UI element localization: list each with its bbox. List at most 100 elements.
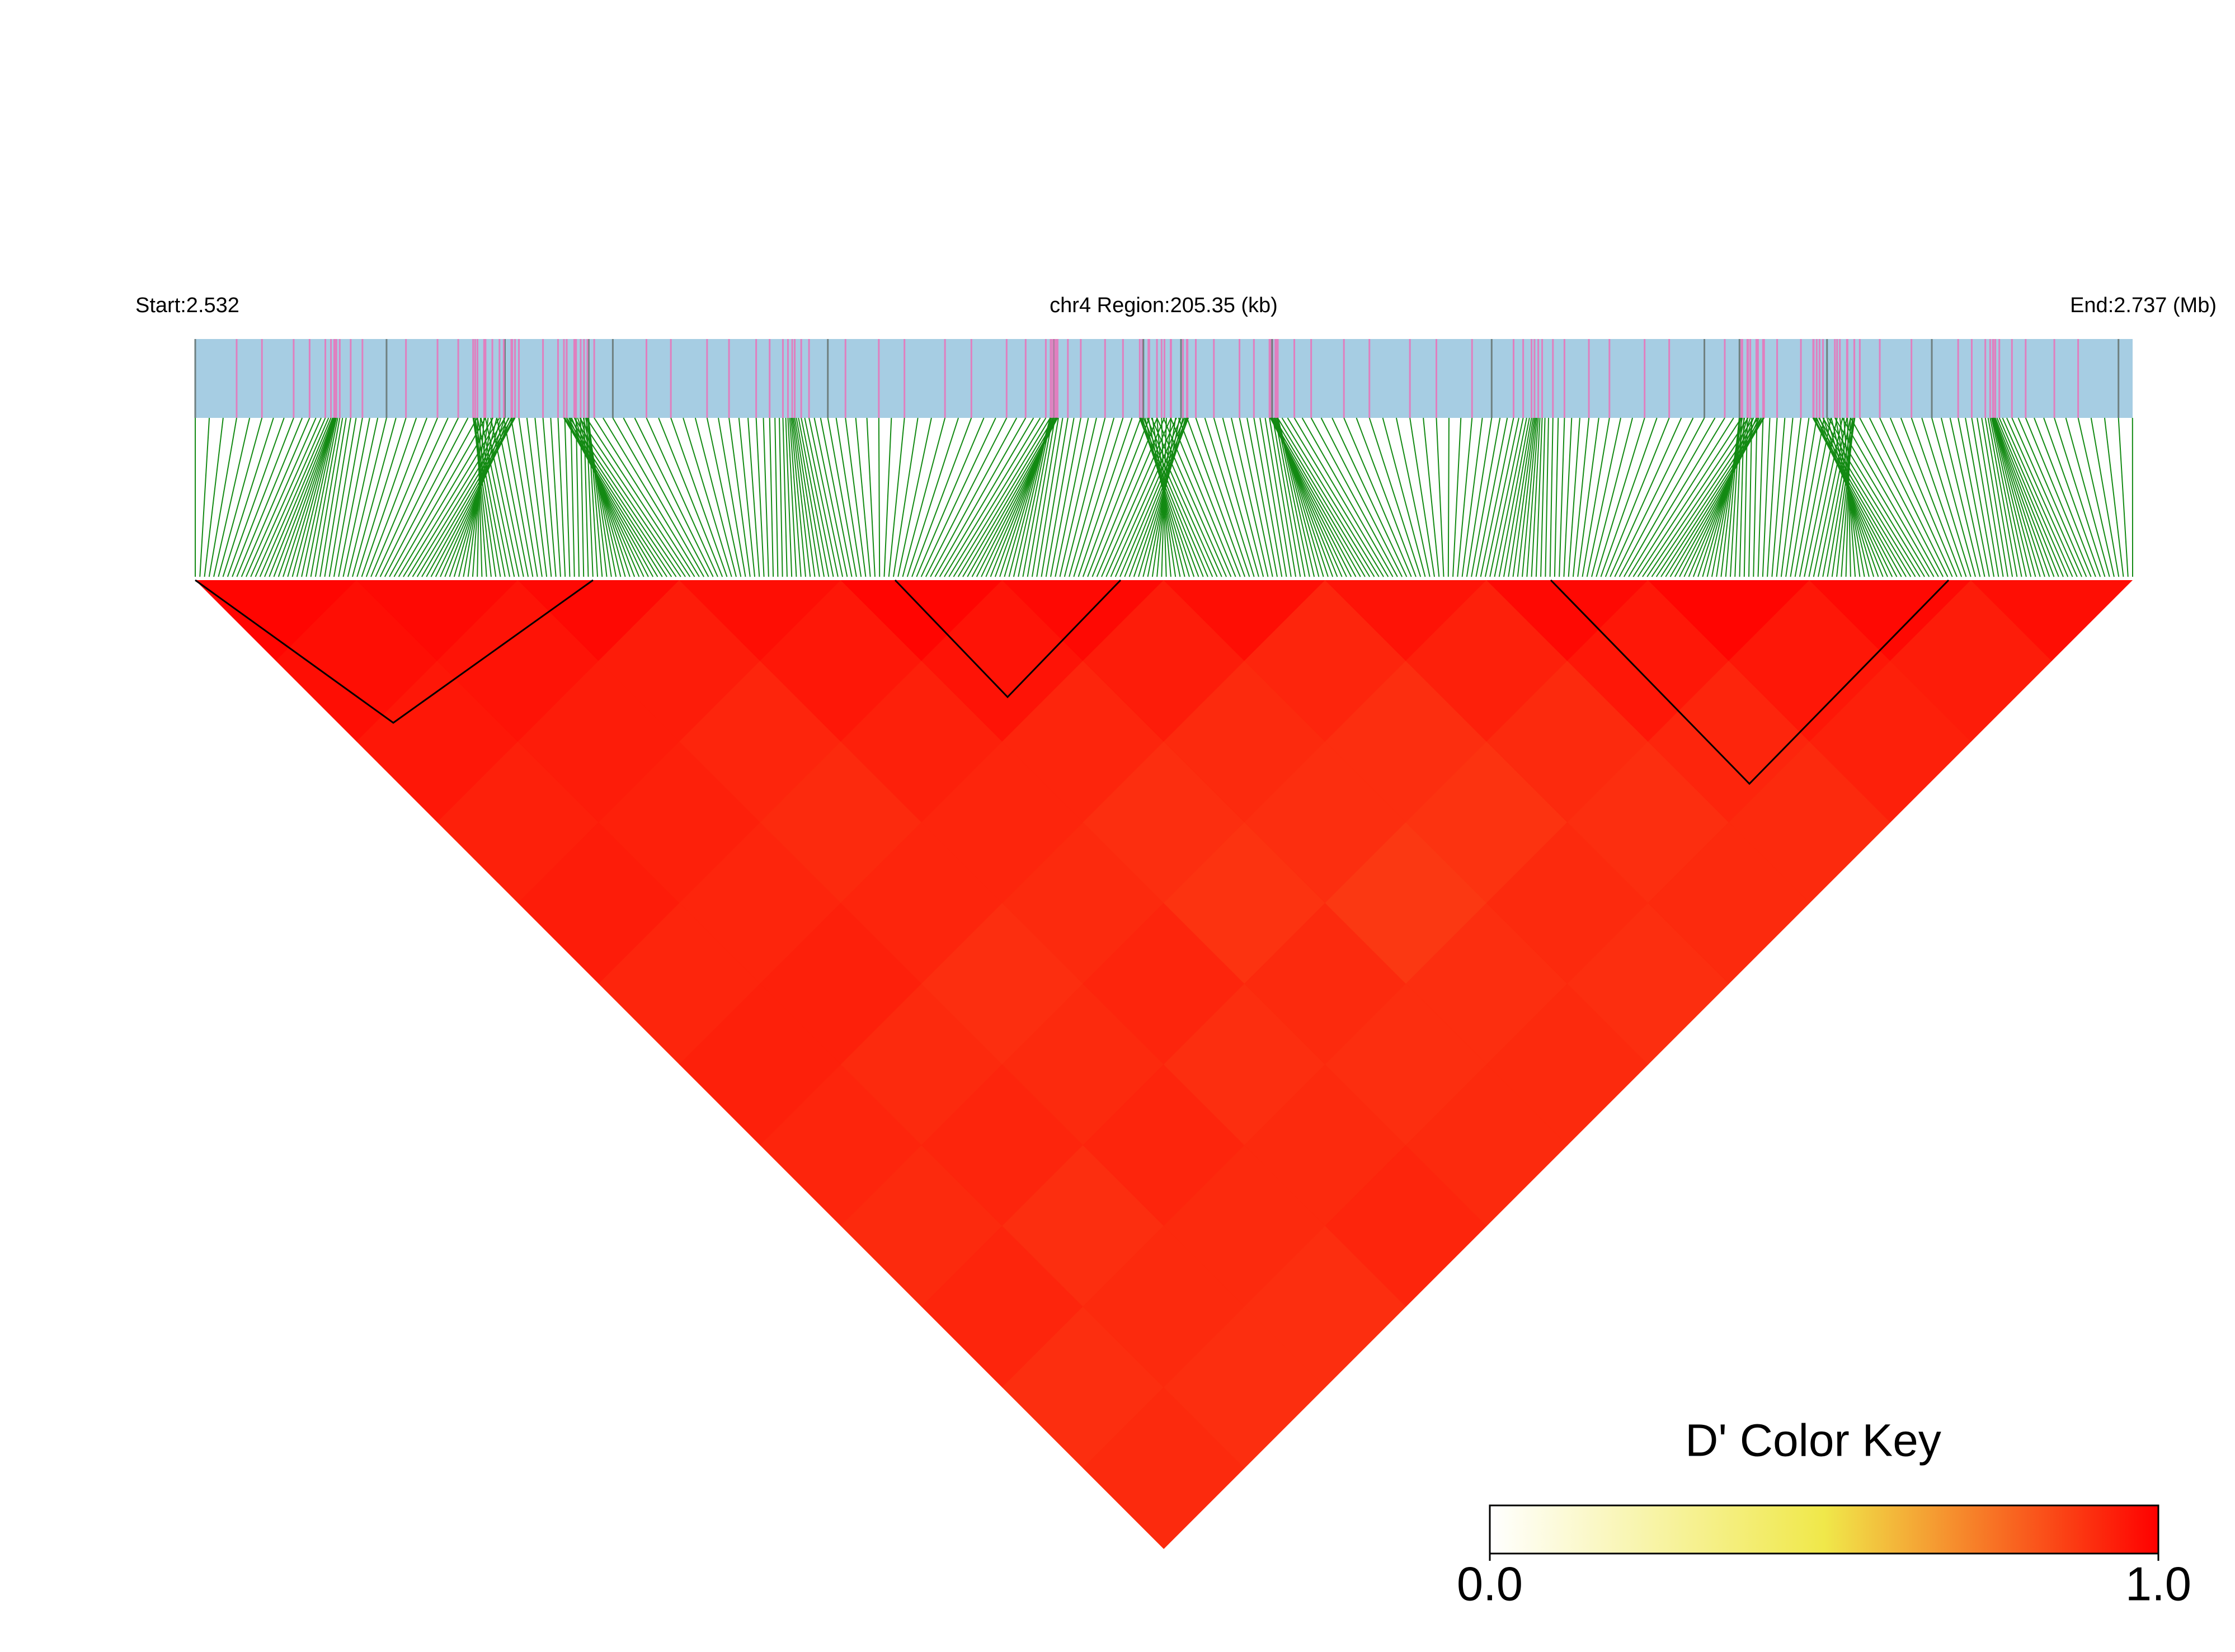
connector — [1767, 417, 1778, 577]
connector — [361, 417, 417, 577]
connector — [1535, 417, 1543, 577]
connector — [1147, 417, 1181, 577]
connector — [1753, 417, 1758, 577]
connector — [1813, 417, 1848, 577]
connector — [477, 417, 510, 577]
connector — [585, 417, 617, 577]
connector — [2011, 417, 2083, 577]
connector — [1879, 417, 1953, 577]
connector — [283, 417, 335, 577]
connector — [1725, 417, 1740, 577]
connector — [1142, 417, 1213, 577]
connector — [1480, 417, 1514, 577]
connector — [2043, 417, 2101, 577]
connector — [1213, 417, 1259, 577]
connector — [1697, 417, 1751, 577]
connector — [1549, 417, 1554, 577]
connector — [790, 417, 806, 577]
connector — [1320, 417, 1403, 577]
connector — [1512, 417, 1535, 577]
connector — [1780, 417, 1802, 577]
connector — [779, 417, 783, 577]
connector — [1577, 417, 1599, 577]
connector — [845, 417, 867, 577]
connector — [232, 417, 294, 577]
connector — [1771, 417, 1786, 577]
connector — [384, 417, 469, 577]
connector — [683, 417, 732, 577]
connector — [586, 417, 691, 577]
connector — [1163, 417, 1232, 577]
color-key-bar — [1489, 1504, 2159, 1555]
connector — [706, 417, 742, 577]
connector — [2118, 417, 2129, 577]
connector — [1008, 417, 1051, 577]
connector — [1231, 417, 1269, 577]
connector — [603, 417, 700, 577]
connector — [634, 417, 714, 577]
connector — [1239, 417, 1273, 577]
connector — [1808, 417, 1843, 577]
connector — [1628, 417, 1725, 577]
connector — [370, 417, 438, 577]
connector — [570, 417, 575, 577]
connector — [338, 417, 370, 577]
connector — [575, 417, 580, 577]
connector — [1996, 417, 2064, 577]
connector — [1600, 417, 1658, 577]
connector — [796, 417, 825, 577]
connector — [1204, 417, 1255, 577]
connector — [365, 417, 428, 577]
connector — [577, 417, 630, 577]
connector — [827, 417, 857, 577]
connector — [534, 417, 552, 577]
connector — [287, 417, 336, 577]
connector — [510, 417, 538, 577]
connector — [557, 417, 566, 577]
connector — [1992, 417, 2032, 577]
connector — [1436, 417, 1444, 577]
connector — [1941, 417, 1981, 577]
connector — [967, 417, 1058, 577]
connector — [855, 417, 871, 577]
connector — [582, 417, 622, 577]
connector — [241, 417, 310, 577]
connector — [563, 417, 658, 577]
connector — [1559, 417, 1565, 577]
connector — [1277, 417, 1375, 577]
connector — [2006, 417, 2078, 577]
connector — [296, 417, 336, 577]
connector — [1596, 417, 1645, 577]
connector — [1994, 417, 2059, 577]
connector — [1748, 417, 1753, 577]
connector — [2090, 417, 2120, 577]
key-title: D' Color Key — [1685, 1415, 1941, 1466]
connector — [1845, 417, 1851, 577]
connector — [1461, 417, 1483, 577]
connector — [774, 417, 779, 577]
connector — [1572, 417, 1590, 577]
connector — [1484, 417, 1519, 577]
connector — [1301, 417, 1394, 577]
connector — [962, 417, 1057, 577]
connector — [1253, 417, 1283, 577]
connector — [236, 417, 303, 577]
connector — [277, 417, 335, 577]
connector — [1142, 417, 1184, 577]
connector — [1679, 417, 1762, 577]
connector — [379, 417, 459, 577]
connector — [1050, 417, 1081, 577]
connector — [1222, 417, 1264, 577]
connector — [1087, 417, 1150, 577]
connector — [1186, 417, 1246, 577]
connector — [564, 417, 571, 577]
connector — [1900, 417, 1963, 577]
connector — [1466, 417, 1493, 577]
connector — [1027, 417, 1056, 577]
connector — [269, 417, 333, 577]
connector — [897, 417, 932, 577]
connector — [440, 417, 512, 577]
connector — [1471, 417, 1501, 577]
connector — [1517, 417, 1536, 577]
connector — [728, 417, 751, 577]
